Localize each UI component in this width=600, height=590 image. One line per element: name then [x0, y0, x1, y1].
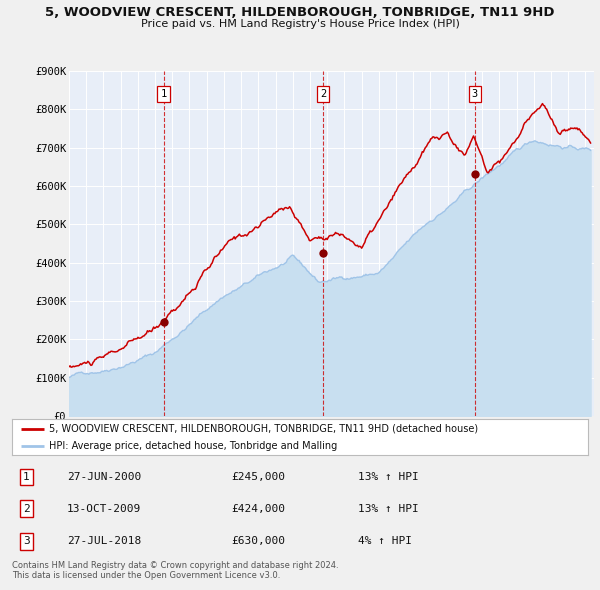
Text: 5, WOODVIEW CRESCENT, HILDENBOROUGH, TONBRIDGE, TN11 9HD (detached house): 5, WOODVIEW CRESCENT, HILDENBOROUGH, TON… — [49, 424, 479, 434]
Text: 3: 3 — [23, 536, 30, 546]
Text: 1: 1 — [160, 89, 167, 99]
Text: 27-JUN-2000: 27-JUN-2000 — [67, 472, 141, 482]
Text: £630,000: £630,000 — [231, 536, 285, 546]
Text: 13% ↑ HPI: 13% ↑ HPI — [358, 472, 418, 482]
Text: Price paid vs. HM Land Registry's House Price Index (HPI): Price paid vs. HM Land Registry's House … — [140, 19, 460, 29]
Text: £245,000: £245,000 — [231, 472, 285, 482]
Text: 2: 2 — [23, 504, 30, 514]
Text: 2: 2 — [320, 89, 326, 99]
Text: Contains HM Land Registry data © Crown copyright and database right 2024.: Contains HM Land Registry data © Crown c… — [12, 560, 338, 569]
Text: HPI: Average price, detached house, Tonbridge and Malling: HPI: Average price, detached house, Tonb… — [49, 441, 338, 451]
Text: 13-OCT-2009: 13-OCT-2009 — [67, 504, 141, 514]
Text: 27-JUL-2018: 27-JUL-2018 — [67, 536, 141, 546]
Text: 3: 3 — [472, 89, 478, 99]
Text: 4% ↑ HPI: 4% ↑ HPI — [358, 536, 412, 546]
Text: This data is licensed under the Open Government Licence v3.0.: This data is licensed under the Open Gov… — [12, 571, 280, 580]
Text: £424,000: £424,000 — [231, 504, 285, 514]
Text: 5, WOODVIEW CRESCENT, HILDENBOROUGH, TONBRIDGE, TN11 9HD: 5, WOODVIEW CRESCENT, HILDENBOROUGH, TON… — [45, 6, 555, 19]
Text: 13% ↑ HPI: 13% ↑ HPI — [358, 504, 418, 514]
Text: 1: 1 — [23, 472, 30, 482]
